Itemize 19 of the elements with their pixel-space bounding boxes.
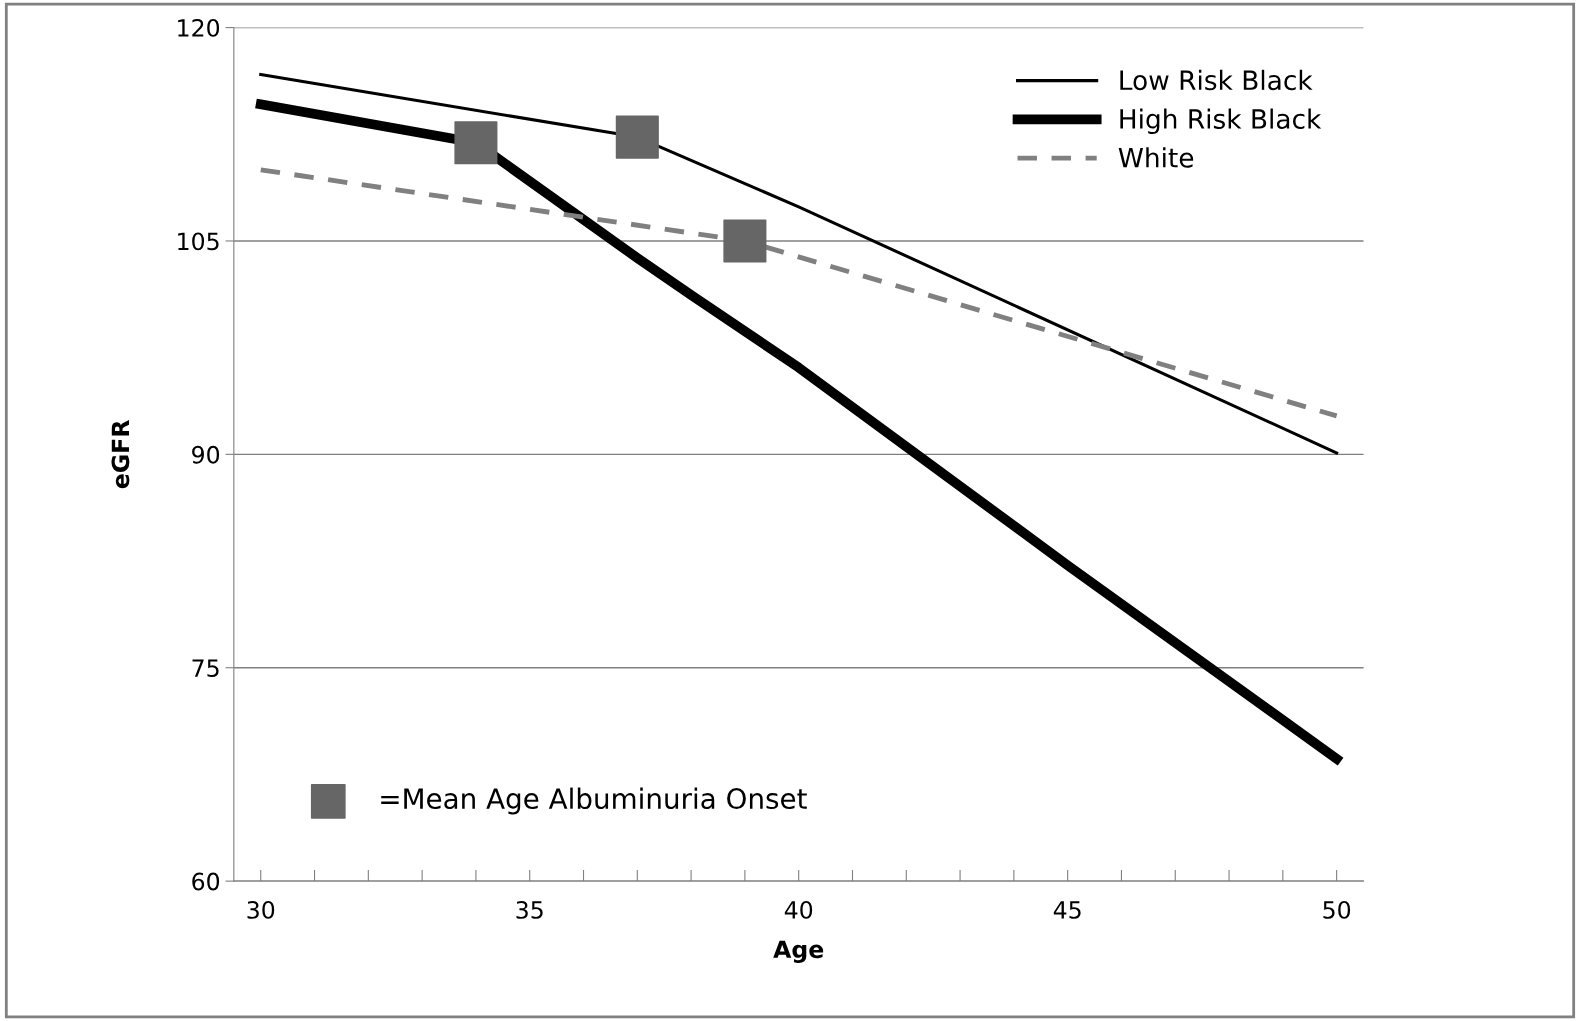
point bbox=[723, 219, 767, 263]
legend-label: High Risk Black bbox=[1120, 108, 1322, 135]
x-tick-label: 40 bbox=[784, 900, 813, 919]
y-tick-label: 75 bbox=[192, 659, 219, 678]
y-axis-title: eGFR bbox=[111, 419, 130, 489]
x-tick-label: 35 bbox=[516, 900, 543, 919]
legend-label: White bbox=[1118, 147, 1194, 168]
y-tick-label: 120 bbox=[178, 19, 220, 37]
legend-label: =Mean Age Albuminuria Onset bbox=[381, 787, 807, 815]
y-tick-label: 105 bbox=[178, 232, 219, 251]
legend-label: Low Risk Black bbox=[1120, 69, 1313, 91]
point bbox=[454, 121, 498, 165]
y-tick-label: 90 bbox=[192, 445, 220, 464]
x-tick-label: 50 bbox=[1323, 900, 1351, 919]
x-tick-label: 30 bbox=[247, 900, 275, 919]
x-tick-label: 45 bbox=[1053, 901, 1081, 919]
point bbox=[615, 115, 659, 159]
x-axis-title: Age bbox=[773, 940, 824, 963]
y-tick-label: 60 bbox=[192, 872, 220, 891]
